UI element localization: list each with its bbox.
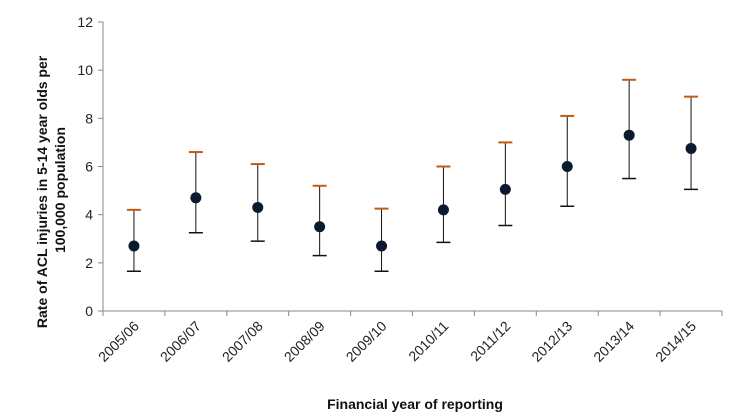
y-axis-title: Rate of ACL injuries in 5-14 year olds p… [34,52,68,328]
x-axis-ticks: 2005/06 2006/07 2007/08 2008/09 2009/10 2010/… [95,311,723,365]
x-tick-label: 2006/07 [157,318,204,365]
y-tick-label: 10 [77,62,93,78]
y-axis-ticks: 0 2 4 6 8 10 12 [77,14,103,319]
data-points [128,129,697,252]
x-tick-label: 2011/12 [467,318,514,365]
x-tick-label: 2007/08 [219,318,266,365]
data-point [499,183,511,195]
y-axis-title-line-1: Rate of ACL injuries in 5-14 year olds p… [34,55,50,328]
x-axis-title: Financial year of reporting [327,396,503,412]
x-tick-label: 2014/15 [652,318,699,365]
data-point [190,192,202,204]
data-point [376,240,388,252]
y-axis-title-line-2: 100,000 population [52,127,68,253]
x-tick-label: 2012/13 [528,318,575,365]
x-tick-label: 2005/06 [95,318,142,365]
y-tick-label: 8 [85,110,93,126]
data-point [128,240,140,252]
data-point [623,129,635,141]
x-tick-label: 2013/14 [590,318,637,365]
y-tick-label: 0 [85,303,93,319]
y-tick-label: 2 [85,255,93,271]
data-point [685,142,697,154]
x-tick-label: 2009/10 [343,318,390,365]
y-tick-label: 12 [77,14,93,30]
x-tick-label: 2010/11 [405,318,452,365]
data-point [561,161,573,172]
data-point [252,201,264,213]
data-point [437,204,449,216]
x-tick-label: 2008/09 [281,318,328,365]
y-tick-label: 6 [85,159,93,175]
data-point [314,221,326,233]
error-bars [126,78,699,273]
y-tick-label: 4 [85,207,93,223]
